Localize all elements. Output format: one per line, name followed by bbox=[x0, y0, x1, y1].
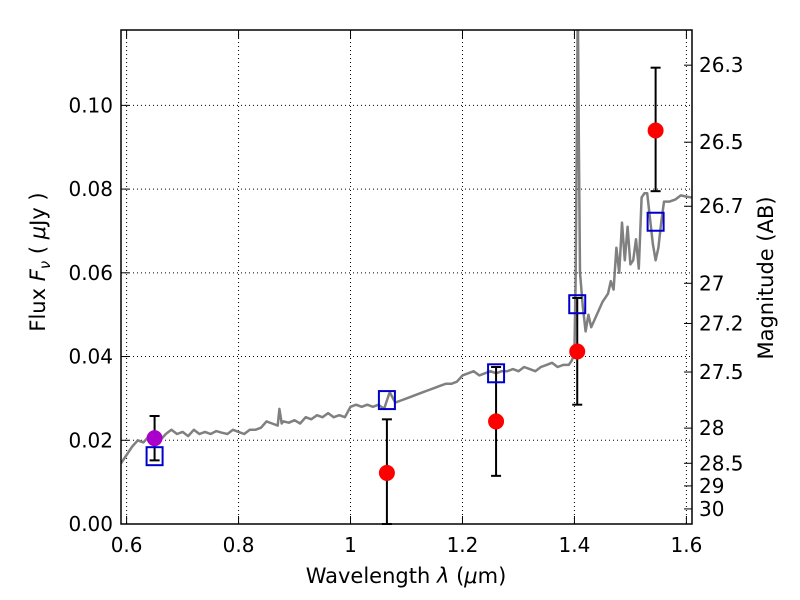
grid-lines bbox=[121, 30, 692, 525]
x-axis-label-paren: ( bbox=[456, 564, 464, 588]
x-tick-label: 1.2 bbox=[447, 533, 479, 557]
y2-tick-label: 30 bbox=[699, 497, 724, 521]
x-axis-label-mu: μ bbox=[463, 564, 477, 588]
model-point bbox=[145, 446, 164, 467]
plot-frame bbox=[120, 29, 693, 525]
y-tick-label: 0.06 bbox=[68, 261, 113, 285]
y-tick-label: 0.02 bbox=[68, 428, 113, 452]
y2-tick-label: 29 bbox=[699, 474, 724, 498]
y2-tick-label: 27 bbox=[699, 271, 724, 295]
spectrum-line bbox=[121, 30, 692, 464]
x-axis-label-lambda: λ bbox=[436, 564, 449, 588]
y2-tick-label: 27.5 bbox=[699, 360, 744, 384]
x-axis-ticks: 0.6 0.8 1 1.2 1.4 1.6 bbox=[111, 30, 702, 557]
spectrum-series bbox=[121, 30, 692, 464]
y-tick-label: 0.00 bbox=[68, 512, 113, 536]
x-axis-label: Wavelength λ (μm) bbox=[306, 564, 507, 588]
x-tick-label: 0.8 bbox=[223, 533, 255, 557]
y2-tick-label: 26.3 bbox=[699, 53, 744, 77]
x-tick-label: 1 bbox=[344, 533, 357, 557]
y2-tick-label: 28 bbox=[699, 416, 724, 440]
y-axis-label-unit: Jy ) bbox=[26, 192, 50, 228]
model-point bbox=[568, 294, 587, 315]
x-axis-label-prefix: Wavelength bbox=[306, 564, 431, 588]
x-tick-label: 1.6 bbox=[670, 533, 702, 557]
x-tick-label: 0.6 bbox=[111, 533, 143, 557]
model-point bbox=[487, 363, 506, 384]
model-point bbox=[377, 390, 396, 411]
y2-tick-label: 26.7 bbox=[699, 194, 744, 218]
y-axis-label-flux: Flux bbox=[26, 288, 50, 332]
observed-point bbox=[378, 464, 395, 481]
observed-points-series bbox=[146, 122, 664, 481]
model-point bbox=[646, 211, 665, 232]
y-axis-ticks: 0.00 0.02 0.04 0.06 0.08 0.10 bbox=[68, 93, 129, 536]
y-axis-label: Flux Fν ( μJy ) bbox=[26, 192, 55, 331]
y-axis-label-nu: ν bbox=[36, 261, 54, 269]
y2-tick-label: 27.2 bbox=[699, 311, 744, 335]
x-tick-label: 1.4 bbox=[559, 533, 591, 557]
y-tick-label: 0.08 bbox=[68, 177, 113, 201]
x-axis-label-unit: m) bbox=[478, 564, 507, 588]
observed-point bbox=[488, 413, 505, 430]
y2-tick-label: 26.5 bbox=[699, 130, 744, 154]
y2-tick-label: 28.5 bbox=[699, 451, 744, 475]
observed-point bbox=[647, 122, 664, 139]
y-tick-label: 0.04 bbox=[68, 345, 113, 369]
y-tick-label: 0.10 bbox=[68, 93, 113, 117]
y-axis-label-paren: ( bbox=[26, 246, 50, 254]
model-points-series bbox=[145, 211, 665, 467]
y-axis-label-f: F bbox=[26, 268, 50, 281]
observed-point bbox=[569, 343, 586, 360]
y-axis-label-mu: μ bbox=[26, 226, 50, 240]
observed-point bbox=[146, 430, 163, 447]
y2-axis-label: Magnitude (AB) bbox=[754, 196, 778, 359]
